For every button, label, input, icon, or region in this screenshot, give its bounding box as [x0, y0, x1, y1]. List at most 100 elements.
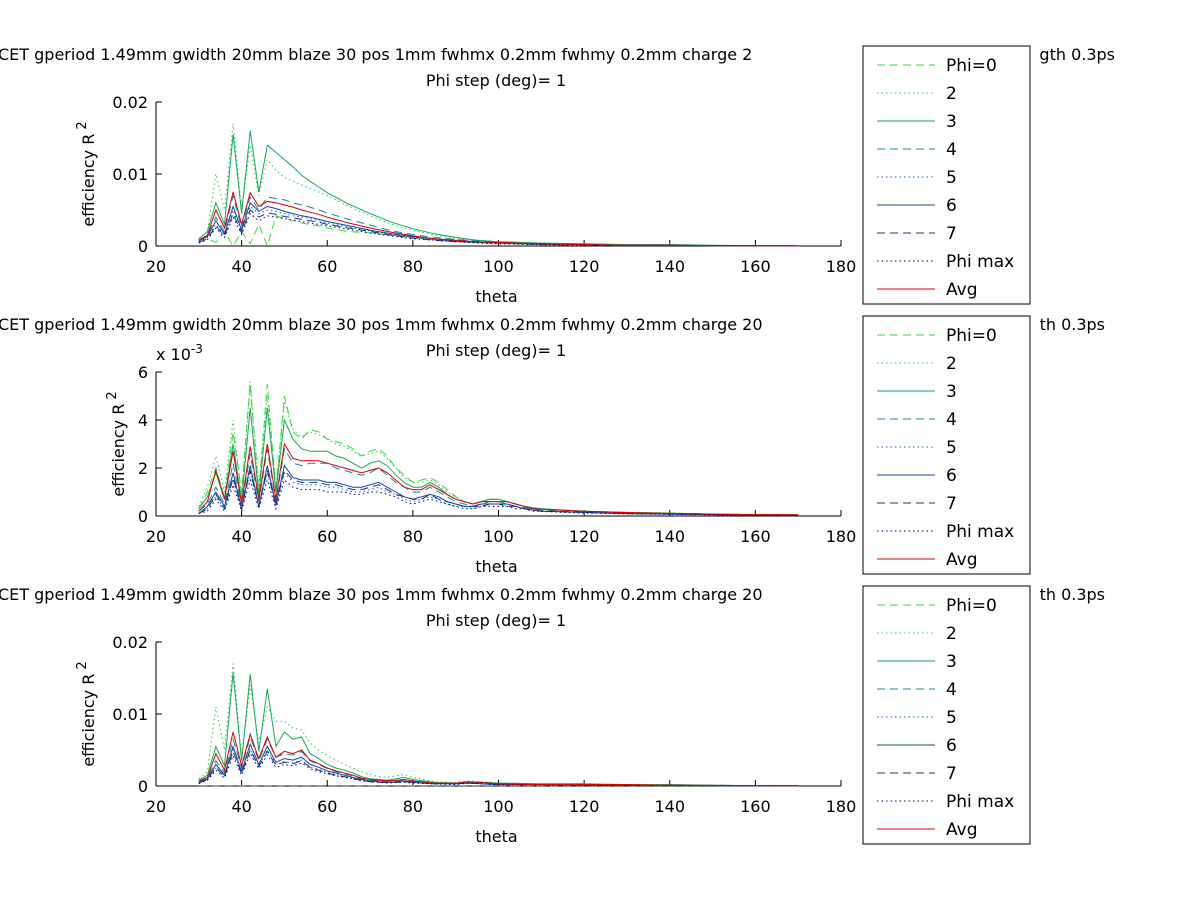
- subplot-1: 20 40 60 80 100 120 140 160 180 0 0.01 0.02 CET gper…: [0, 45, 1115, 306]
- x-tick-label: 80: [403, 527, 423, 546]
- x-tick-label: 140: [654, 527, 685, 546]
- x-tick-label: 140: [654, 797, 685, 816]
- x-axis-label: theta: [475, 557, 517, 576]
- legend-label: Phi max: [946, 522, 1014, 542]
- legend-label: 6: [946, 196, 957, 216]
- legend-label: 5: [946, 168, 957, 188]
- legend-label: Phi=0: [946, 326, 997, 346]
- y-exponent-sup: -3: [191, 342, 203, 356]
- x-tick-label: 100: [483, 797, 514, 816]
- series-line-4: [198, 195, 799, 247]
- series-line-4: [198, 447, 799, 516]
- x-tick-label: 180: [826, 527, 857, 546]
- legend-label: Phi=0: [946, 596, 997, 616]
- y-axis-label-text: efficiency R: [79, 134, 98, 227]
- legend-label: 6: [946, 466, 957, 486]
- x-tick-label: 120: [569, 527, 600, 546]
- chart-title-line1-tail: th 0.3ps: [1040, 585, 1105, 604]
- legend-label: 3: [946, 652, 957, 672]
- subplot-3: 20 40 60 80 100 120 140 160 180 0 0.01 0.02 CET gper…: [0, 585, 1105, 846]
- series-line-6: [198, 742, 799, 787]
- series-line-4: [198, 735, 799, 787]
- x-tick-label: 180: [826, 257, 857, 276]
- chart-title-line2: Phi step (deg)= 1: [426, 71, 566, 90]
- x-tick-label: 60: [317, 527, 337, 546]
- legend-label: 2: [946, 84, 957, 104]
- series-line-2: [198, 663, 799, 787]
- y-axis-label: efficiency R 2: [75, 661, 98, 766]
- chart-title-line2: Phi step (deg)= 1: [426, 341, 566, 360]
- x-tick-label: 40: [231, 257, 251, 276]
- y-tick-label: 0.01: [112, 165, 148, 184]
- y-tick-label: 6: [138, 363, 148, 382]
- legend-label: 6: [946, 736, 957, 756]
- legend-label: Avg: [946, 550, 978, 570]
- x-axis-label: theta: [475, 287, 517, 306]
- series-line-6: [198, 201, 799, 247]
- x-tick-label: 80: [403, 797, 423, 816]
- y-exponent-base: x 10: [156, 345, 191, 364]
- x-tick-label: 160: [740, 797, 771, 816]
- y-tick-label: 0.02: [112, 93, 148, 112]
- x-tick-label: 40: [231, 797, 251, 816]
- legend: Phi=0 2 3 4 5 6 7 Phi max Avg: [862, 45, 1031, 305]
- legend-label: 4: [946, 140, 957, 160]
- y-axis-label-sup: 2: [75, 121, 90, 129]
- x-tick-label: 120: [569, 257, 600, 276]
- y-exponent-label: x 10-3: [156, 342, 203, 364]
- y-axis-label-sup: 2: [105, 391, 120, 399]
- legend-label: Avg: [946, 820, 978, 840]
- legend-label: Avg: [946, 280, 978, 300]
- x-tick-label: 100: [483, 527, 514, 546]
- chart-title-line1-tail: th 0.3ps: [1040, 315, 1105, 334]
- y-tick-label: 0: [138, 777, 148, 796]
- x-tick-label: 180: [826, 797, 857, 816]
- legend-label: 4: [946, 680, 957, 700]
- legend-label: 7: [946, 764, 957, 784]
- legend-label: 2: [946, 624, 957, 644]
- series-line-phi-max: [198, 478, 799, 516]
- y-axis-label: efficiency R 2: [75, 121, 98, 226]
- legend-label: 4: [946, 410, 957, 430]
- series-line-7: [198, 469, 799, 516]
- series-line-phi-max: [198, 212, 799, 247]
- x-tick-label: 160: [740, 527, 771, 546]
- chart-title-line2: Phi step (deg)= 1: [426, 611, 566, 630]
- legend: Phi=0 2 3 4 5 6 7 Phi max Avg: [862, 315, 1031, 575]
- y-tick-label: 0.01: [112, 705, 148, 724]
- series-line-3: [198, 672, 799, 787]
- y-axis-label-text: efficiency R: [79, 674, 98, 767]
- x-tick-label: 120: [569, 797, 600, 816]
- chart-title-line1-tail: gth 0.3ps: [1039, 45, 1115, 64]
- legend-label: Phi=0: [946, 56, 997, 76]
- y-axis-label-text: efficiency R: [109, 404, 128, 497]
- y-tick-label: 0: [138, 507, 148, 526]
- subplot-2: 20 40 60 80 100 120 140 160 180 0 2 4 6 x 10-3 CET gpe…: [0, 315, 1105, 576]
- legend-label: 3: [946, 382, 957, 402]
- legend-label: Phi max: [946, 792, 1014, 812]
- series-line-avg: [198, 442, 799, 516]
- chart-title-line1: CET gperiod 1.49mm gwidth 20mm blaze 30 …: [0, 585, 763, 604]
- chart-title-line1: CET gperiod 1.49mm gwidth 20mm blaze 30 …: [0, 45, 752, 64]
- x-axis-label: theta: [475, 827, 517, 846]
- x-tick-label: 100: [483, 257, 514, 276]
- x-tick-label: 140: [654, 257, 685, 276]
- x-tick-label: 40: [231, 527, 251, 546]
- legend: Phi=0 2 3 4 5 6 7 Phi max Avg: [862, 585, 1031, 845]
- series-line-2: [198, 381, 799, 516]
- series-line-avg: [198, 191, 799, 247]
- series-line-5: [198, 471, 799, 516]
- series-line-6: [198, 464, 799, 516]
- y-tick-label: 4: [138, 411, 148, 430]
- series-line-3: [198, 130, 799, 247]
- y-tick-label: 0.02: [112, 633, 148, 652]
- legend-label: 7: [946, 494, 957, 514]
- legend-label: 5: [946, 708, 957, 728]
- x-tick-label: 60: [317, 797, 337, 816]
- series-line-phi-0: [198, 383, 799, 516]
- y-axis-label-sup: 2: [75, 661, 90, 669]
- legend-label: 3: [946, 112, 957, 132]
- y-axis-label: efficiency R 2: [105, 391, 128, 496]
- x-tick-label: 160: [740, 257, 771, 276]
